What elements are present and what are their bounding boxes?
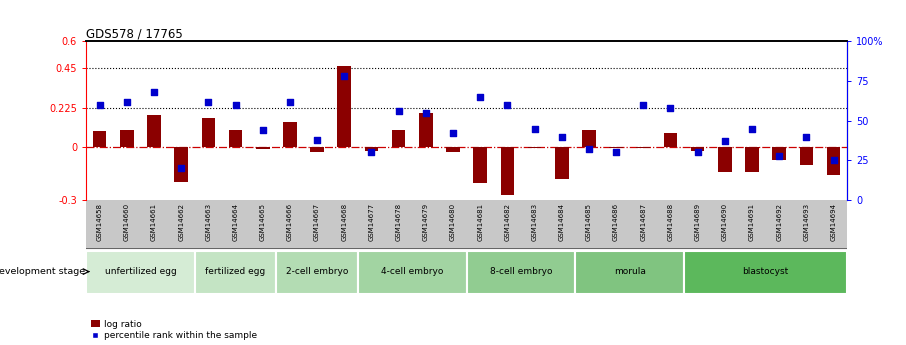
Text: fertilized egg: fertilized egg [206,267,265,276]
Point [718,139,732,144]
Bar [527,147,541,148]
Point [826,158,841,163]
Text: 4-cell embryo: 4-cell embryo [381,267,443,276]
Bar [636,147,650,148]
Bar [228,130,242,147]
Bar [446,147,459,152]
Bar [772,147,786,159]
Bar [120,130,134,147]
Bar [718,147,731,172]
Point [663,105,678,111]
Text: 8-cell embryo: 8-cell embryo [490,267,552,276]
Point [283,99,297,105]
Bar [92,131,106,147]
Point [310,137,324,142]
Bar [337,66,351,147]
Text: blastocyst: blastocyst [742,267,789,276]
Point [690,150,705,155]
Point [228,102,243,108]
Point [636,102,651,108]
Point [527,126,542,131]
Point [255,128,270,133]
Text: morula: morula [613,267,646,276]
Point [799,134,814,139]
Bar [310,147,323,152]
Point [446,131,460,136]
FancyBboxPatch shape [195,251,276,294]
Bar [663,133,677,147]
FancyBboxPatch shape [575,251,684,294]
Point [174,166,188,171]
Point [120,99,134,105]
Bar [582,130,596,147]
Point [337,73,352,79]
Bar [745,147,758,172]
Point [419,110,433,116]
FancyBboxPatch shape [467,251,575,294]
Point [745,126,759,131]
Bar [283,122,296,147]
Bar [174,147,188,183]
Text: unfertilized egg: unfertilized egg [104,267,177,276]
Text: development stage: development stage [0,267,85,276]
Point [92,102,107,108]
Point [147,89,161,95]
FancyBboxPatch shape [684,251,847,294]
Point [554,134,569,139]
Point [364,150,379,155]
Text: 2-cell embryo: 2-cell embryo [286,267,348,276]
Bar [391,130,405,147]
Bar [500,147,515,195]
Bar [609,147,622,148]
Point [582,147,596,152]
Point [201,99,216,105]
Bar [799,147,813,165]
FancyBboxPatch shape [86,251,195,294]
Point [772,153,786,158]
Point [500,102,515,108]
Bar [255,147,270,149]
FancyBboxPatch shape [358,251,467,294]
Bar [826,147,840,175]
Point [473,94,487,100]
Bar [201,118,216,147]
FancyBboxPatch shape [276,251,358,294]
Bar [364,147,378,151]
Bar [147,115,160,147]
Text: GDS578 / 17765: GDS578 / 17765 [86,27,183,40]
Bar [419,113,432,147]
Legend: log ratio, percentile rank within the sample: log ratio, percentile rank within the sa… [91,320,257,341]
Bar [554,147,568,179]
Bar [690,147,704,151]
Point [391,108,406,114]
Bar [473,147,487,183]
Point [609,150,623,155]
